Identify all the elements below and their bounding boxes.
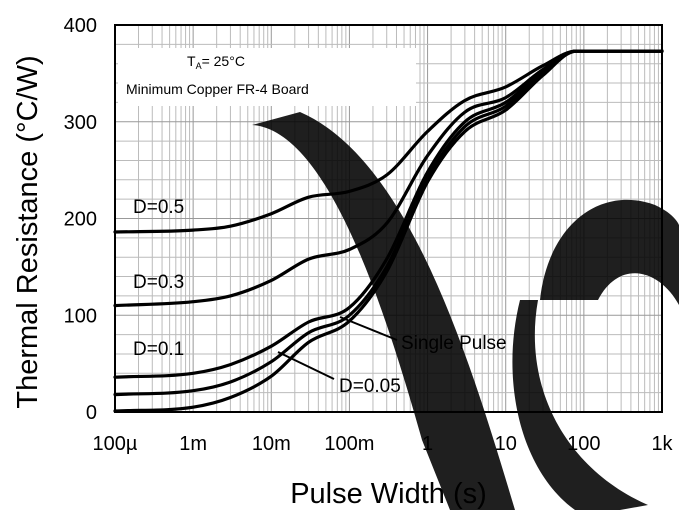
watermark-stroke-left (252, 112, 515, 510)
series-label: D=0.5 (133, 197, 184, 218)
x-tick-label: 10 (495, 433, 517, 455)
x-tick-labels: 100µ1m10m100m1101001k (93, 433, 674, 455)
y-axis-title: Thermal Resistance (°C/W) (12, 55, 44, 408)
y-tick-label: 300 (64, 112, 97, 134)
conditions-ta-label: TA= 25°C (187, 53, 245, 71)
conditions-box: TA= 25°C Minimum Copper FR-4 Board (118, 48, 416, 106)
series-label: D=0.3 (133, 272, 184, 293)
x-tick-label: 1m (179, 433, 207, 455)
x-tick-label: 10m (252, 433, 291, 455)
y-tick-label: 100 (64, 305, 97, 327)
y-tick-labels: 0 100 200 300 400 (64, 15, 97, 424)
series-label: D=0.1 (133, 339, 184, 360)
conditions-ta-value: = 25°C (202, 53, 245, 69)
watermark-strokes (252, 112, 679, 510)
watermark-stroke-right (540, 199, 679, 305)
single-pulse-leader-line (339, 316, 398, 341)
conditions-ta-subscript: A (196, 61, 202, 71)
x-tick-label: 1k (651, 433, 673, 455)
d005-leader-line (277, 351, 335, 380)
x-tick-label: 100µ (93, 433, 138, 455)
x-tick-label: 100m (324, 433, 374, 455)
x-tick-label: 100 (567, 433, 600, 455)
conditions-board: Minimum Copper FR-4 Board (126, 81, 309, 97)
y-tick-label: 200 (64, 209, 97, 231)
conditions-box-background (118, 48, 416, 106)
y-tick-label: 0 (86, 402, 97, 424)
series-label: D=0.05 (339, 376, 401, 397)
y-tick-label: 400 (64, 15, 97, 37)
watermark-stroke-bottom (512, 300, 648, 510)
